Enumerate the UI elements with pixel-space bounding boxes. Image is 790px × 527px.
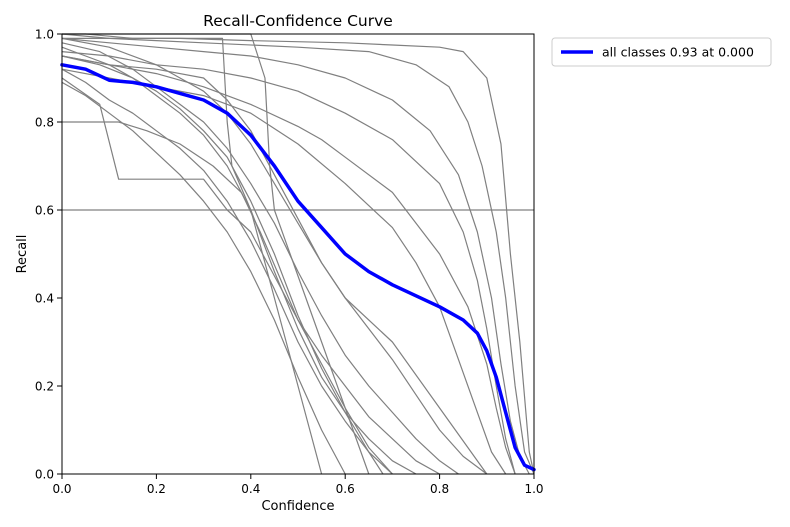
x-tick-label: 0.6 <box>336 482 355 496</box>
class-curve-17 <box>62 33 370 475</box>
y-tick-label: 0.6 <box>35 204 54 218</box>
class-curve-1 <box>62 33 535 475</box>
y-axis-title: Recall <box>15 235 30 274</box>
y-tick-label: 1.0 <box>35 28 54 42</box>
class-curve-8 <box>61 42 459 475</box>
x-tick-label: 0.4 <box>241 482 260 496</box>
x-tick-label: 1.0 <box>524 482 543 496</box>
plot-background <box>62 34 534 474</box>
class-curve-12 <box>61 55 384 475</box>
y-tick-label: 0.8 <box>35 116 54 130</box>
x-tick-label: 0.0 <box>52 482 71 496</box>
class-curve-2 <box>61 33 535 475</box>
x-axis-title: Confidence <box>261 499 334 514</box>
class-curve-5 <box>61 55 516 475</box>
x-tick-label: 0.2 <box>147 482 166 496</box>
plot-area <box>60 33 536 475</box>
all-classes-curve <box>60 63 536 472</box>
class-curve-9 <box>61 77 440 475</box>
legend-label-all-classes: all classes 0.93 at 0.000 <box>602 45 754 60</box>
y-tick-label: 0.2 <box>35 380 54 394</box>
class-curve-3 <box>61 37 530 475</box>
x-tick-label: 0.8 <box>430 482 449 496</box>
legend-box <box>551 37 772 67</box>
class-curve-7 <box>61 37 488 475</box>
y-tick-label: 0.4 <box>35 292 54 306</box>
class-curve-11 <box>61 68 393 475</box>
x-axis: 0.0 0.2 0.4 0.6 0.8 1.0 <box>52 474 544 496</box>
plot-frame <box>61 33 535 475</box>
class-curve-13 <box>61 81 346 475</box>
y-tick-label: 0.0 <box>35 468 54 482</box>
class-curve-18 <box>62 37 323 475</box>
class-curve-10 <box>61 46 417 475</box>
all-classes-curves <box>60 63 536 472</box>
chart-title: Recall-Confidence Curve <box>203 12 393 30</box>
legend: all classes 0.93 at 0.000 <box>551 37 772 67</box>
y-axis: 0.0 0.2 0.4 0.6 0.8 1.0 <box>35 28 62 482</box>
